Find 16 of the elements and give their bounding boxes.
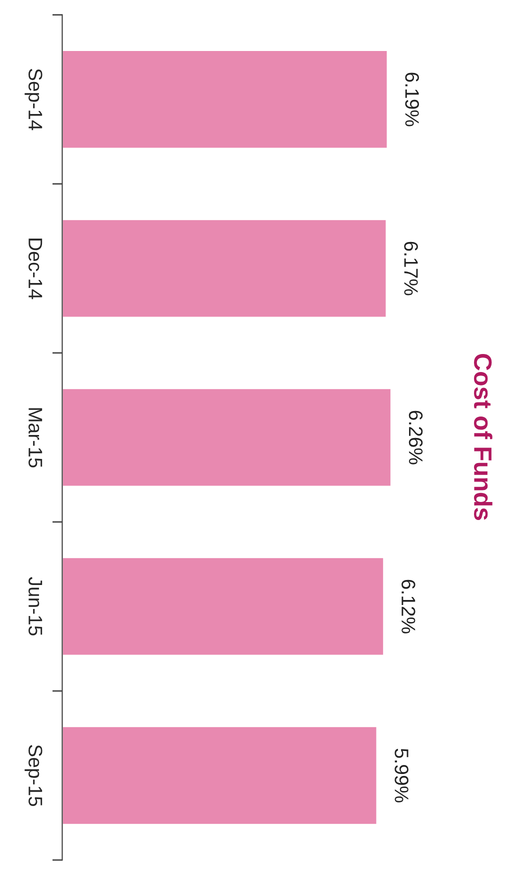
- bar: [62, 388, 392, 488]
- bar: [62, 218, 388, 318]
- data-label: 6.17%: [404, 242, 418, 296]
- y-tick-label: Sep-15: [24, 745, 42, 806]
- y-tick-label: Mar-15: [28, 408, 42, 468]
- bar: [62, 50, 388, 150]
- text: Cost of Funds: [474, 354, 492, 520]
- y-tick-label: Sep-14: [24, 68, 42, 130]
- data-label: 6.19%: [405, 72, 419, 126]
- y-tick-label: Dec-14: [28, 238, 42, 300]
- data-label: 6.12%: [402, 580, 416, 634]
- bar: [62, 726, 378, 826]
- data-label: 5.99%: [394, 748, 408, 802]
- data-label: 6.26%: [408, 410, 423, 464]
- bar: [62, 556, 384, 656]
- y-tick-label: Jun-15: [28, 577, 42, 636]
